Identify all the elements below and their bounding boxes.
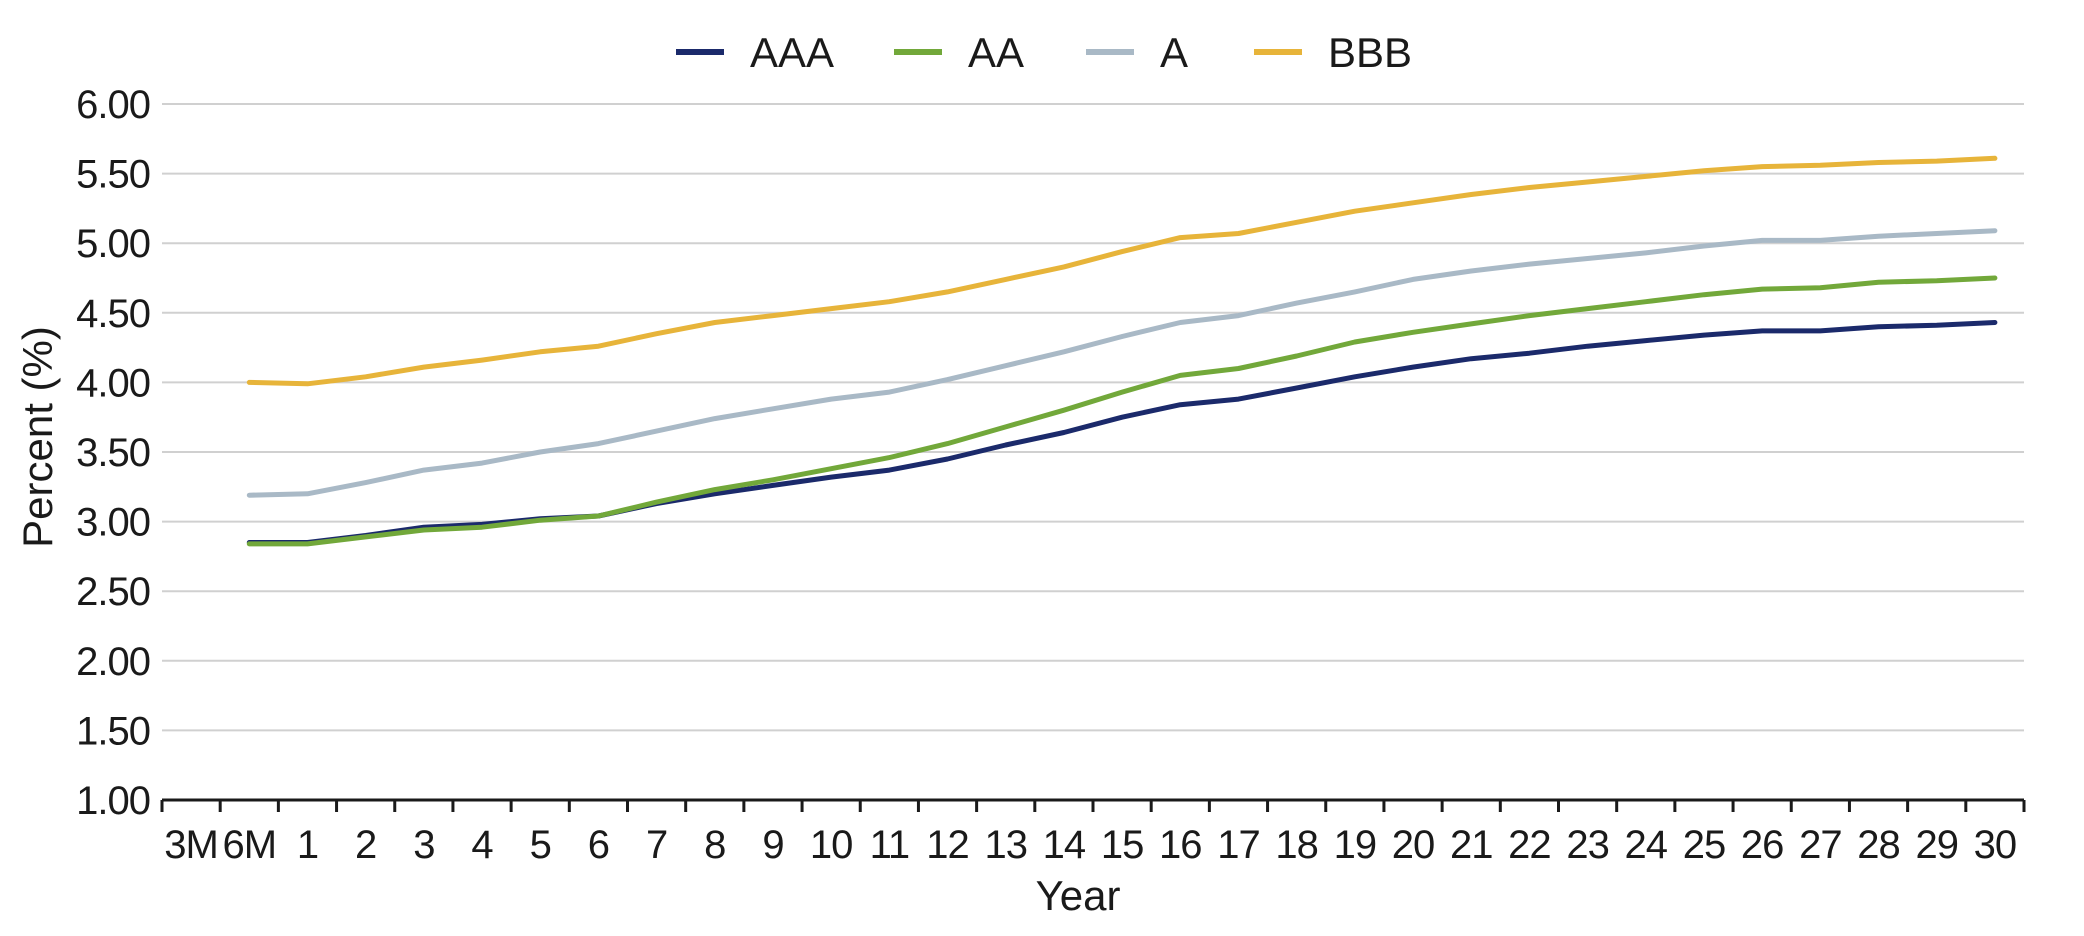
- x-tick-27: 27: [1799, 823, 1842, 867]
- x-tick-25: 25: [1683, 823, 1726, 867]
- x-tick-3m: 3M: [164, 823, 218, 867]
- y-tick-4-50: 4.50: [76, 292, 150, 336]
- x-tick-5: 5: [530, 823, 551, 867]
- x-tick-28: 28: [1857, 823, 1900, 867]
- legend: AAA AA A BBB: [676, 29, 1412, 76]
- x-tick-6: 6: [588, 823, 609, 867]
- y-tick-5-50: 5.50: [76, 153, 150, 197]
- x-tick-10: 10: [810, 823, 853, 867]
- x-tick-6m: 6M: [222, 823, 276, 867]
- legend-label-bbb: BBB: [1328, 29, 1412, 76]
- x-tick-15: 15: [1101, 823, 1144, 867]
- legend-label-a: A: [1160, 29, 1188, 76]
- x-tick-2: 2: [355, 823, 376, 867]
- y-tick-2-50: 2.50: [76, 570, 150, 614]
- x-tick-11: 11: [870, 823, 910, 867]
- y-tick-4-00: 4.00: [76, 361, 150, 405]
- x-tick-1: 1: [297, 823, 318, 867]
- series-line-aa: [246, 275, 1998, 547]
- x-tick-17: 17: [1217, 823, 1260, 867]
- x-axis-title: Year: [1036, 872, 1121, 919]
- series-line-a: [246, 228, 1998, 498]
- series-lines: [246, 155, 1998, 547]
- x-tick-30: 30: [1974, 823, 2017, 867]
- y-tick-2-00: 2.00: [76, 640, 150, 684]
- x-tick-18: 18: [1275, 823, 1318, 867]
- x-tick-29: 29: [1915, 823, 1958, 867]
- y-tick-1-00: 1.00: [76, 779, 150, 823]
- y-tick-6-00: 6.00: [76, 83, 150, 127]
- x-tick-13: 13: [984, 823, 1027, 867]
- y-tick-3-00: 3.00: [76, 501, 150, 545]
- x-tick-23: 23: [1566, 823, 1609, 867]
- y-axis-ticks: 1.00 1.50 2.00 2.50 3.00 3.50 4.00 4.50 5.00 5.50…: [76, 83, 151, 823]
- x-tick-22: 22: [1508, 823, 1551, 867]
- x-tick-20: 20: [1392, 823, 1435, 867]
- x-tick-24: 24: [1625, 823, 1668, 867]
- x-tick-16: 16: [1159, 823, 1202, 867]
- x-tick-26: 26: [1741, 823, 1784, 867]
- y-tick-1-50: 1.50: [76, 709, 150, 753]
- x-tick-19: 19: [1334, 823, 1377, 867]
- legend-label-aa: AA: [968, 29, 1024, 76]
- legend-label-aaa: AAA: [750, 29, 834, 76]
- x-tick-4: 4: [471, 823, 493, 867]
- series-line-bbb: [246, 155, 1998, 387]
- x-axis: 3M 6M 1 2 3 4 5 6 7 8 9 10 11 12 13 14 15 16 17 18 19 20 21 22 2…: [160, 798, 2026, 867]
- x-tick-8: 8: [704, 823, 725, 867]
- x-tick-21: 21: [1450, 823, 1493, 867]
- x-tick-3: 3: [413, 823, 434, 867]
- x-tick-14: 14: [1043, 823, 1086, 867]
- y-tick-3-50: 3.50: [76, 431, 150, 475]
- x-tick-7: 7: [646, 823, 667, 867]
- gridlines: [162, 103, 2024, 732]
- y-axis-title: Percent (%): [14, 326, 61, 548]
- y-tick-5-00: 5.00: [76, 222, 150, 266]
- x-tick-9: 9: [762, 823, 783, 867]
- x-tick-12: 12: [926, 823, 969, 867]
